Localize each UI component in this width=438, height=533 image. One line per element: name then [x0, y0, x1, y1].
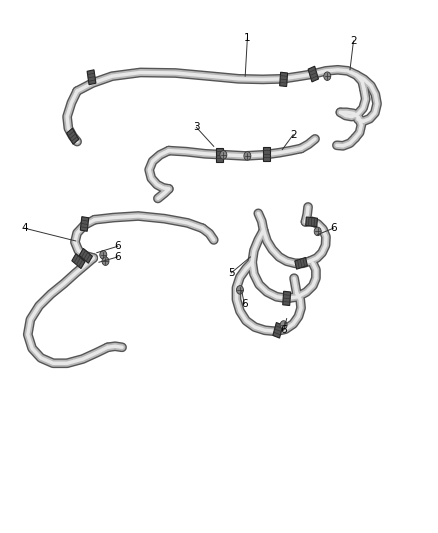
Circle shape — [102, 257, 109, 265]
Text: 2: 2 — [290, 130, 297, 140]
Text: 1: 1 — [244, 33, 251, 43]
Circle shape — [314, 227, 321, 236]
Bar — [87, 70, 96, 85]
Bar — [263, 147, 270, 160]
Bar — [216, 148, 223, 161]
Text: 6: 6 — [114, 241, 121, 251]
Circle shape — [100, 251, 107, 259]
Bar — [283, 291, 291, 305]
Circle shape — [220, 151, 227, 159]
Circle shape — [244, 152, 251, 160]
Bar — [79, 248, 92, 263]
Bar — [273, 322, 283, 338]
Bar — [295, 257, 307, 269]
Bar — [67, 128, 79, 144]
Circle shape — [280, 321, 287, 329]
Bar — [306, 217, 318, 227]
Text: 6: 6 — [114, 252, 121, 262]
Text: 2: 2 — [350, 36, 357, 46]
Bar — [279, 72, 288, 86]
Bar — [80, 216, 89, 231]
Text: 6: 6 — [241, 298, 247, 309]
Circle shape — [324, 72, 331, 80]
Text: 3: 3 — [193, 122, 200, 132]
Text: 6: 6 — [330, 223, 337, 233]
Text: 4: 4 — [21, 223, 28, 233]
Bar — [308, 66, 318, 82]
Circle shape — [237, 286, 244, 294]
Bar — [72, 254, 85, 269]
Text: 5: 5 — [228, 268, 234, 278]
Text: 6: 6 — [280, 325, 287, 335]
